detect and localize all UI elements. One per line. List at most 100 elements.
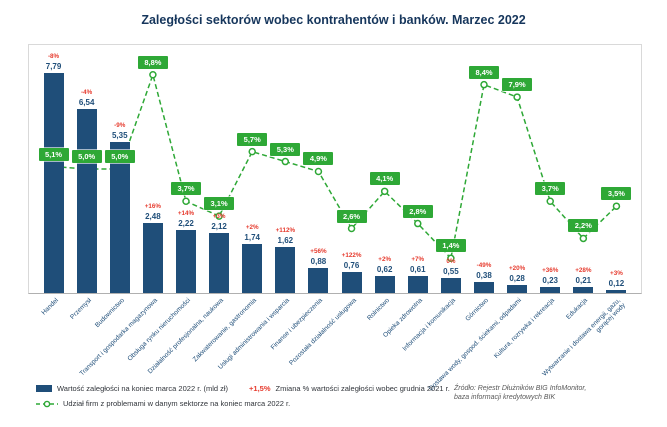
bar <box>242 243 263 293</box>
bar-value-label: 5,35 <box>111 131 128 141</box>
share-label: 1,4% <box>435 239 466 253</box>
share-label: 4,9% <box>303 152 334 166</box>
bar-value-label: 0,61 <box>409 264 426 274</box>
share-label: 2,6% <box>336 209 367 223</box>
bar-value-label: 2,12 <box>211 222 227 232</box>
line-marker <box>447 254 455 263</box>
bar-change-label: +28% <box>575 267 592 275</box>
bar-value-label: 0,62 <box>376 264 393 274</box>
x-axis-labels: Handel Przemysł Budownictwo Transport i gos… <box>28 292 640 392</box>
line-marker <box>380 187 389 196</box>
bar-change-label: +2% <box>245 223 259 231</box>
bar-value-label: 0,88 <box>310 257 327 267</box>
bar <box>142 223 163 293</box>
bar <box>374 275 395 293</box>
bar-change-label: -8% <box>47 53 60 61</box>
bar-value-label: 0,12 <box>608 278 625 288</box>
share-label: 2,8% <box>402 204 433 218</box>
bar-change-label: -4% <box>81 88 93 96</box>
line-marker <box>513 93 521 101</box>
bar-change-label: +16% <box>144 203 162 211</box>
line-marker <box>281 157 290 166</box>
bar-change-label: +56% <box>310 248 327 256</box>
source-note: Źródło: Rejestr Dłużników BIG InfoMonito… <box>454 384 639 403</box>
line-marker <box>546 197 554 205</box>
line-marker <box>149 71 157 79</box>
line-marker <box>414 219 422 228</box>
line-marker <box>314 167 323 176</box>
line-marker <box>182 197 190 205</box>
bar-change-label: +3% <box>212 213 226 221</box>
bar <box>176 230 196 293</box>
bar-change-label: 0% <box>446 257 456 265</box>
line-marker <box>579 234 588 243</box>
bar-change-label: +2% <box>378 255 392 263</box>
bar-value-label: 6,54 <box>78 97 95 107</box>
bar <box>109 142 130 293</box>
bar-change-label: +122% <box>341 251 362 259</box>
line-legend-icon <box>36 400 58 407</box>
source-line-2: baza informacji kredytowych BIK <box>454 394 556 402</box>
share-label: 8,4% <box>469 65 499 79</box>
bar-value-label: 1,62 <box>277 236 294 246</box>
bar-value-label: 0,38 <box>476 271 492 281</box>
bar-legend-swatch <box>36 385 52 392</box>
bar-legend-label: Wartość zaległości na koniec marca 2022 … <box>57 384 229 393</box>
line-marker <box>347 224 356 233</box>
bar <box>606 289 627 293</box>
bar-value-label: 0,76 <box>343 260 360 270</box>
bar-change-label: +7% <box>411 255 425 263</box>
share-label: 2,2% <box>568 219 599 233</box>
bar <box>341 271 362 293</box>
bar <box>474 282 494 293</box>
bar-change-label: -9% <box>114 122 126 130</box>
line-marker <box>215 212 223 220</box>
share-label: 3,1% <box>204 197 235 211</box>
bar <box>407 275 428 293</box>
bar-value-label: 0,23 <box>542 275 558 285</box>
bar-change-label: -49% <box>476 262 492 270</box>
bar-value-label: 0,28 <box>509 274 525 284</box>
plot-area: 7,79 -8% 5,1% 6,54 -4% 5,0% 5,35 -9% 5,0% 2,48 +16… <box>28 44 642 294</box>
change-legend-sample: +1,5% <box>249 384 271 393</box>
bar <box>209 233 230 293</box>
bar <box>440 277 461 293</box>
share-label: 5,0% <box>104 150 135 163</box>
bar <box>308 268 329 293</box>
bar-value-label: 0,21 <box>575 276 592 286</box>
bar-change-label: +112% <box>275 227 296 235</box>
bar <box>573 287 594 293</box>
bar-value-label: 7,79 <box>45 62 62 72</box>
line-legend-label: Udział firm z problemami w danym sektorz… <box>63 399 291 408</box>
share-label: 5,1% <box>38 147 69 161</box>
share-label: 8,8% <box>137 55 168 69</box>
share-label: 5,7% <box>237 132 268 146</box>
bar <box>76 108 97 293</box>
share-label: 4,1% <box>369 172 400 186</box>
bar <box>43 73 64 293</box>
bar-value-label: 1,74 <box>244 232 260 242</box>
bar <box>540 286 561 293</box>
share-label: 3,7% <box>535 182 566 196</box>
legend-row-line: Udział firm z problemami w danym sektorz… <box>36 399 450 408</box>
share-label: 5,0% <box>71 150 102 163</box>
share-label: 3,5% <box>601 187 632 201</box>
line-marker <box>480 80 488 89</box>
bar-value-label: 0,55 <box>443 266 459 276</box>
bar-value-label: 2,48 <box>145 212 161 222</box>
line-marker <box>248 147 256 156</box>
share-label: 7,9% <box>502 78 533 92</box>
source-line-1: Źródło: Rejestr Dłużników BIG InfoMonito… <box>454 385 587 392</box>
bar-change-label: +3% <box>610 269 623 277</box>
bar-change-label: +20% <box>508 265 526 273</box>
bar-value-label: 2,22 <box>178 219 194 229</box>
legend: Wartość zaległości na koniec marca 2022 … <box>36 384 450 414</box>
bar <box>275 247 296 293</box>
line-marker <box>612 202 621 210</box>
change-legend-label: Zmiana % wartości zaległości wobec grudn… <box>275 384 450 393</box>
bar <box>507 285 528 293</box>
legend-row-bars: Wartość zaległości na koniec marca 2022 … <box>36 384 450 393</box>
chart-title: Zaległości sektorów wobec kontrahentów i… <box>141 13 526 27</box>
share-label: 5,3% <box>270 142 301 156</box>
share-label: 3,7% <box>171 182 201 196</box>
